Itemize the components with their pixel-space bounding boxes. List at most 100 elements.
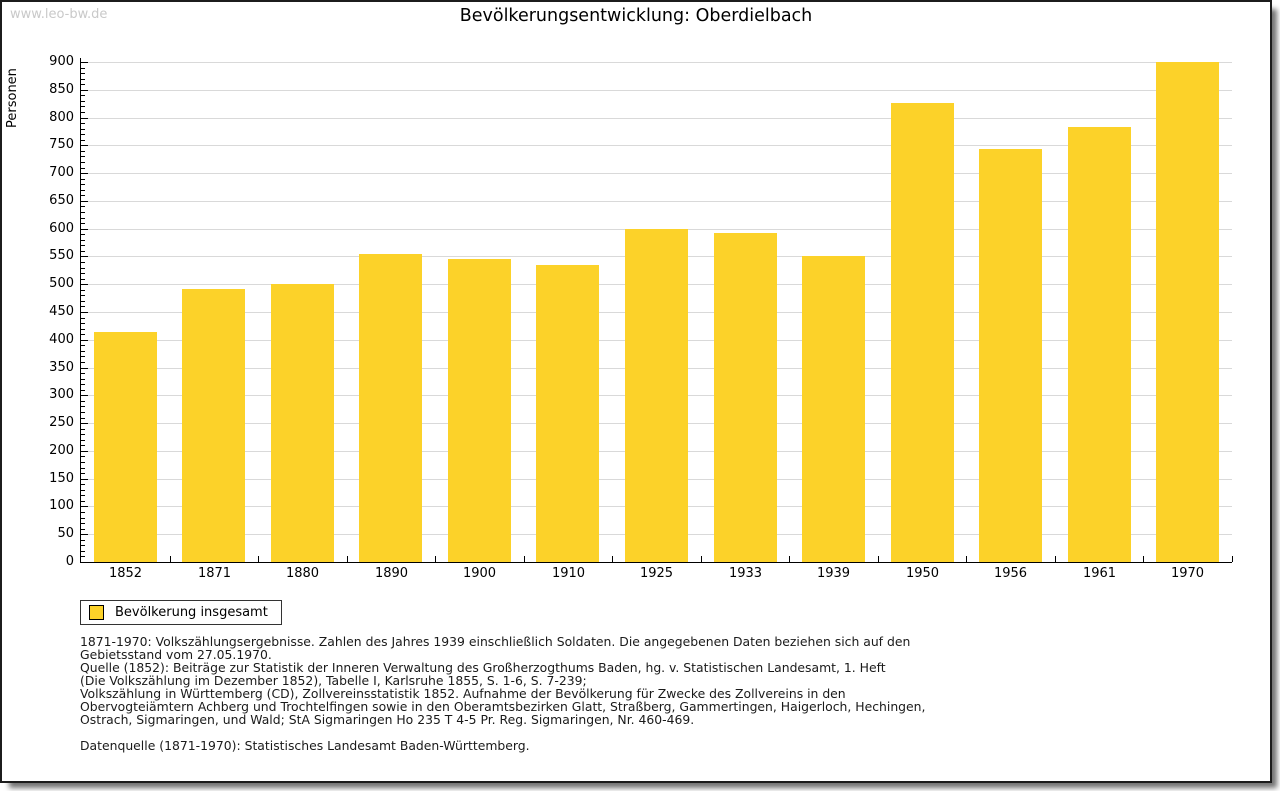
y-minor-tick bbox=[81, 440, 85, 441]
y-minor-tick bbox=[81, 523, 85, 524]
footnote-line: (Die Volkszählung im Dezember 1852), Tab… bbox=[80, 673, 587, 688]
y-minor-tick bbox=[81, 323, 85, 324]
y-minor-tick bbox=[81, 279, 85, 280]
y-minor-tick bbox=[81, 190, 85, 191]
y-minor-tick bbox=[81, 251, 85, 252]
y-minor-tick bbox=[81, 390, 85, 391]
bar-1880 bbox=[271, 284, 334, 562]
bar-1871 bbox=[182, 289, 245, 562]
y-axis-title: Personen bbox=[5, 68, 20, 128]
y-minor-tick bbox=[81, 268, 85, 269]
y-minor-tick bbox=[81, 351, 85, 352]
y-minor-tick bbox=[81, 490, 85, 491]
x-tick bbox=[347, 556, 348, 562]
x-tick-label: 1900 bbox=[462, 566, 497, 581]
x-tick bbox=[170, 556, 171, 562]
footnote-line: Datenquelle (1871-1970): Statistisches L… bbox=[80, 738, 530, 753]
y-minor-tick bbox=[81, 373, 85, 374]
plot-area: 1852 1871 1880 1890 1900 1910 1925 1933 1939 1950… bbox=[80, 58, 1233, 581]
footnotes: 1871-1970: Volkszählungsergebnisse. Zahl… bbox=[80, 635, 960, 752]
y-major-tick bbox=[81, 451, 88, 452]
y-major-tick bbox=[81, 201, 88, 202]
x-tick-label: 1880 bbox=[285, 566, 320, 581]
chart-title: Bevölkerungsentwicklung: Oberdielbach bbox=[459, 6, 813, 26]
y-minor-tick bbox=[81, 212, 85, 213]
y-minor-tick bbox=[81, 462, 85, 463]
y-tick-label: 100 bbox=[49, 498, 74, 513]
legend-color-swatch bbox=[89, 605, 104, 620]
x-tick bbox=[966, 556, 967, 562]
y-minor-tick bbox=[81, 106, 85, 107]
x-tick bbox=[612, 556, 613, 562]
y-minor-tick bbox=[81, 84, 85, 85]
y-minor-tick bbox=[81, 240, 85, 241]
y-minor-tick bbox=[81, 218, 85, 219]
bar-1950 bbox=[891, 103, 954, 562]
footnote-line: Quelle (1852): Beiträge zur Statistik de… bbox=[80, 660, 886, 675]
bar-1900 bbox=[448, 259, 511, 562]
bar-1890 bbox=[359, 254, 422, 562]
y-minor-tick bbox=[81, 179, 85, 180]
y-minor-tick bbox=[81, 345, 85, 346]
y-minor-tick bbox=[81, 123, 85, 124]
x-tick-label: 1956 bbox=[993, 566, 1028, 581]
y-tick-label: 200 bbox=[49, 443, 74, 458]
y-minor-tick bbox=[81, 234, 85, 235]
legend-series-label: Bevölkerung insgesamt bbox=[115, 605, 268, 620]
y-minor-tick bbox=[81, 495, 85, 496]
y-minor-tick bbox=[81, 245, 85, 246]
y-major-tick bbox=[81, 256, 88, 257]
y-tick-label: 800 bbox=[49, 110, 74, 125]
y-major-tick bbox=[81, 173, 88, 174]
y-tick-label: 600 bbox=[49, 221, 74, 236]
y-minor-tick bbox=[81, 512, 85, 513]
y-minor-tick bbox=[81, 473, 85, 474]
y-minor-tick bbox=[81, 556, 85, 557]
y-minor-tick bbox=[81, 318, 85, 319]
y-minor-tick bbox=[81, 101, 85, 102]
y-major-tick bbox=[81, 118, 88, 119]
x-tick bbox=[524, 556, 525, 562]
y-minor-tick bbox=[81, 206, 85, 207]
y-major-tick bbox=[81, 423, 88, 424]
gridline-700 bbox=[81, 173, 1232, 174]
bar-1956 bbox=[979, 149, 1042, 562]
gridline-800 bbox=[81, 118, 1232, 119]
y-tick-label: 850 bbox=[49, 82, 74, 97]
y-minor-tick bbox=[81, 379, 85, 380]
y-minor-tick bbox=[81, 290, 85, 291]
x-tick-label: 1950 bbox=[905, 566, 940, 581]
y-minor-tick bbox=[81, 68, 85, 69]
footnote-line: Gebietsstand vom 27.05.1970. bbox=[80, 647, 272, 662]
x-tick-label: 1925 bbox=[639, 566, 674, 581]
y-minor-tick bbox=[81, 112, 85, 113]
y-major-tick bbox=[81, 368, 88, 369]
y-minor-tick bbox=[81, 362, 85, 363]
y-minor-tick bbox=[81, 540, 85, 541]
y-minor-tick bbox=[81, 551, 85, 552]
x-tick bbox=[1232, 556, 1233, 562]
x-tick-label: 1871 bbox=[197, 566, 232, 581]
y-minor-tick bbox=[81, 195, 85, 196]
y-tick-label: 750 bbox=[49, 137, 74, 152]
x-tick-label: 1890 bbox=[374, 566, 409, 581]
x-tick bbox=[789, 556, 790, 562]
bar-1925 bbox=[625, 229, 688, 562]
y-minor-tick bbox=[81, 468, 85, 469]
x-tick bbox=[878, 556, 879, 562]
x-tick bbox=[1143, 556, 1144, 562]
y-major-tick bbox=[81, 62, 88, 63]
gridline-650 bbox=[81, 201, 1232, 202]
y-tick-label: 150 bbox=[49, 471, 74, 486]
y-tick-label: 550 bbox=[49, 248, 74, 263]
gridline-750 bbox=[81, 145, 1232, 146]
y-minor-tick bbox=[81, 140, 85, 141]
y-major-tick bbox=[81, 479, 88, 480]
y-tick-label: 250 bbox=[49, 415, 74, 430]
y-major-tick bbox=[81, 506, 88, 507]
y-tick-label: 700 bbox=[49, 165, 74, 180]
y-tick-label: 350 bbox=[49, 360, 74, 375]
x-tick-label: 1970 bbox=[1170, 566, 1205, 581]
x-tick-label: 1933 bbox=[728, 566, 763, 581]
